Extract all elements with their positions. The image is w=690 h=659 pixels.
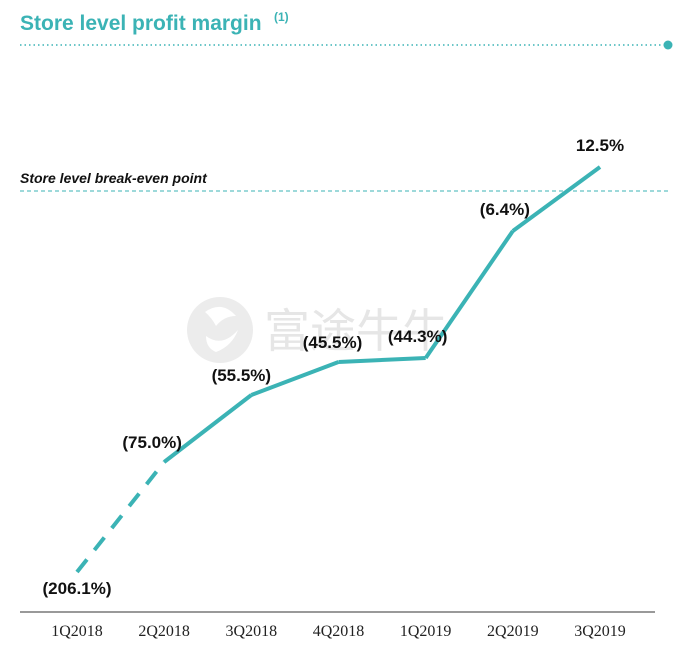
series-segment xyxy=(162,393,253,464)
x-tick-label: 3Q2018 xyxy=(226,623,278,640)
x-tick-label: 1Q2018 xyxy=(51,623,103,640)
x-tick-label: 4Q2018 xyxy=(313,623,365,640)
series-segment xyxy=(75,460,166,574)
data-label: (55.5%) xyxy=(212,366,272,385)
data-labels: (206.1%) (75.0%) (55.5%) (45.5%) (44.3%) (6.4… xyxy=(43,136,625,598)
data-label: (75.0%) xyxy=(122,433,182,452)
x-tick-label: 2Q2018 xyxy=(138,623,190,640)
x-tick-label: 3Q2019 xyxy=(574,623,626,640)
series-line xyxy=(75,165,602,574)
series-segment xyxy=(424,229,515,360)
data-label: (45.5%) xyxy=(303,333,363,352)
chart-title-note: (1) xyxy=(274,10,289,24)
chart-title: Store level profit margin xyxy=(20,12,262,35)
data-label: (44.3%) xyxy=(388,327,448,346)
break-even-label: Store level break-even point xyxy=(20,170,208,186)
data-label: (206.1%) xyxy=(43,579,112,598)
data-label: (6.4%) xyxy=(480,200,530,219)
watermark-text: 富途牛牛 xyxy=(264,304,448,358)
series-segment xyxy=(338,356,426,364)
x-tick-label: 1Q2019 xyxy=(400,623,452,640)
x-tick-label: 2Q2019 xyxy=(487,623,539,640)
series-segment xyxy=(250,360,340,397)
futu-logo-icon xyxy=(187,297,253,363)
title-divider-dot xyxy=(663,40,673,50)
data-label: 12.5% xyxy=(576,136,624,155)
series-segment xyxy=(511,165,602,233)
x-axis-ticks: 1Q2018 2Q2018 3Q2018 4Q2018 1Q2019 2Q2019 3Q20… xyxy=(51,623,626,640)
watermark: 富途牛牛 xyxy=(187,297,448,363)
